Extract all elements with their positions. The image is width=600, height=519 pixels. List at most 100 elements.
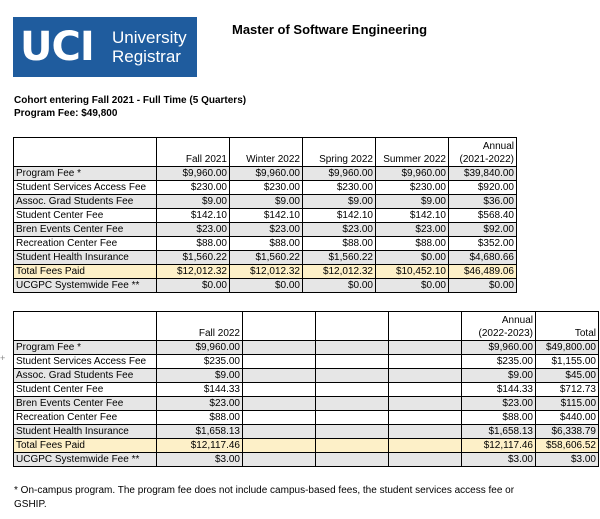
- fee-cell: $88.00: [156, 410, 243, 425]
- header-cell: [315, 311, 389, 341]
- table-row: Program Fee * $9,960.00 $9,960.00 $9,960.00…: [13, 166, 517, 181]
- fee-cell: $0.00: [375, 278, 449, 293]
- header-cell: Summer 2022: [375, 137, 449, 167]
- header-cell: Spring 2022: [302, 137, 376, 167]
- fee-cell: $1,560.22: [229, 250, 303, 265]
- fee-cell: $23.00: [302, 222, 376, 237]
- fee-cell: $144.33: [156, 382, 243, 397]
- logo-text: University Registrar: [112, 28, 187, 66]
- row-label: Bren Events Center Fee: [13, 396, 157, 411]
- fee-cell: $23.00: [229, 222, 303, 237]
- fee-cell: $58,606.52: [535, 438, 599, 453]
- fee-cell: $440.00: [535, 410, 599, 425]
- fee-cell: $9,960.00: [375, 166, 449, 181]
- table-header-row: Fall 2022 Annual (2022-2023) Total: [13, 311, 599, 341]
- fee-cell: $23.00: [156, 222, 230, 237]
- fee-cell: $23.00: [375, 222, 449, 237]
- fee-cell: $23.00: [461, 396, 536, 411]
- fee-cell: $0.00: [156, 278, 230, 293]
- row-label: Student Health Insurance: [13, 250, 157, 265]
- fee-cell: $115.00: [535, 396, 599, 411]
- fee-cell: [242, 396, 316, 411]
- table-row: Recreation Center Fee $88.00 $88.00 $88.00 $…: [13, 236, 517, 251]
- header-cell: [242, 311, 316, 341]
- fee-cell: $1,658.13: [461, 424, 536, 439]
- fee-cell: [242, 340, 316, 355]
- add-row-icon[interactable]: +: [0, 353, 6, 363]
- fee-cell: [388, 410, 462, 425]
- fee-cell: $142.10: [302, 208, 376, 223]
- fee-cell: [315, 368, 389, 383]
- fee-cell: [388, 368, 462, 383]
- fee-cell: $9,960.00: [461, 340, 536, 355]
- fee-cell: [315, 396, 389, 411]
- fee-cell: [388, 340, 462, 355]
- header-cell: [13, 137, 157, 167]
- fee-cell: $23.00: [156, 396, 243, 411]
- fee-cell: $0.00: [375, 250, 449, 265]
- fee-cell: $46,489.06: [448, 264, 517, 279]
- table-row: Student Center Fee $142.10 $142.10 $142.10 $…: [13, 208, 517, 223]
- table-row: Program Fee * $9,960.00 $9,960.00 $49,800.0…: [13, 340, 599, 355]
- fee-cell: $230.00: [229, 180, 303, 195]
- row-label: Bren Events Center Fee: [13, 222, 157, 237]
- header-cell: [13, 311, 157, 341]
- fee-cell: $49,800.00: [535, 340, 599, 355]
- row-label: Recreation Center Fee: [13, 236, 157, 251]
- fee-cell: $36.00: [448, 194, 517, 209]
- table-row: Student Center Fee $144.33 $144.33 $712.73: [13, 382, 599, 397]
- fee-cell: [315, 452, 389, 467]
- fee-cell: [315, 354, 389, 369]
- fee-cell: $92.00: [448, 222, 517, 237]
- footnote: * On-campus program. The program fee doe…: [14, 485, 515, 510]
- fee-cell: $235.00: [461, 354, 536, 369]
- row-label: Assoc. Grad Students Fee: [13, 194, 157, 209]
- row-label: Student Services Access Fee: [13, 180, 157, 195]
- fee-cell: $230.00: [156, 180, 230, 195]
- fee-cell: $1,155.00: [535, 354, 599, 369]
- cohort-info: Cohort entering Fall 2021 - Full Time (5…: [14, 94, 246, 120]
- fee-cell: $10,452.10: [375, 264, 449, 279]
- fee-cell: $9,960.00: [229, 166, 303, 181]
- fee-cell: $39,840.00: [448, 166, 517, 181]
- fee-cell: [388, 382, 462, 397]
- fee-cell: $12,012.32: [229, 264, 303, 279]
- fee-cell: $0.00: [229, 278, 303, 293]
- fee-cell: [242, 354, 316, 369]
- fee-cell: $9.00: [156, 368, 243, 383]
- table-row: UCGPC Systemwide Fee ** $0.00 $0.00 $0.00 $0…: [13, 278, 517, 293]
- table-row: Bren Events Center Fee $23.00 $23.00 $23.00…: [13, 222, 517, 237]
- fee-cell: $88.00: [302, 236, 376, 251]
- fee-cell: $12,117.46: [461, 438, 536, 453]
- header-cell: Fall 2021: [156, 137, 230, 167]
- cohort-label: Cohort entering Fall 2021 - Full Time (5…: [14, 95, 247, 106]
- row-label: Program Fee *: [13, 166, 157, 181]
- table-row: Student Health Insurance $1,658.13 $1,658.…: [13, 424, 599, 439]
- fee-cell: [242, 368, 316, 383]
- header-cell: Annual (2021-2022): [448, 137, 517, 167]
- row-label: Student Center Fee: [13, 208, 157, 223]
- fee-cell: [315, 382, 389, 397]
- table-row: Student Services Access Fee $235.00 $235.0…: [13, 354, 599, 369]
- uci-registrar-logo: UCI University Registrar: [13, 17, 197, 77]
- header-cell: Winter 2022: [229, 137, 303, 167]
- fee-cell: $88.00: [375, 236, 449, 251]
- fee-cell: [388, 354, 462, 369]
- row-label: Recreation Center Fee: [13, 410, 157, 425]
- fee-cell: [315, 424, 389, 439]
- row-label: Program Fee *: [13, 340, 157, 355]
- page-title: Master of Software Engineering: [232, 22, 428, 37]
- table-row: Total Fees Paid $12,012.32 $12,012.32 $12,0…: [13, 264, 517, 279]
- fee-cell: $9.00: [461, 368, 536, 383]
- fee-cell: $142.10: [229, 208, 303, 223]
- fee-cell: $9.00: [302, 194, 376, 209]
- fee-cell: [242, 424, 316, 439]
- fee-cell: [388, 396, 462, 411]
- fee-cell: $9,960.00: [302, 166, 376, 181]
- row-label: Student Center Fee: [13, 382, 157, 397]
- fee-cell: $9.00: [229, 194, 303, 209]
- fee-cell: [315, 340, 389, 355]
- fee-cell: $235.00: [156, 354, 243, 369]
- fee-cell: [388, 424, 462, 439]
- header-cell: [388, 311, 462, 341]
